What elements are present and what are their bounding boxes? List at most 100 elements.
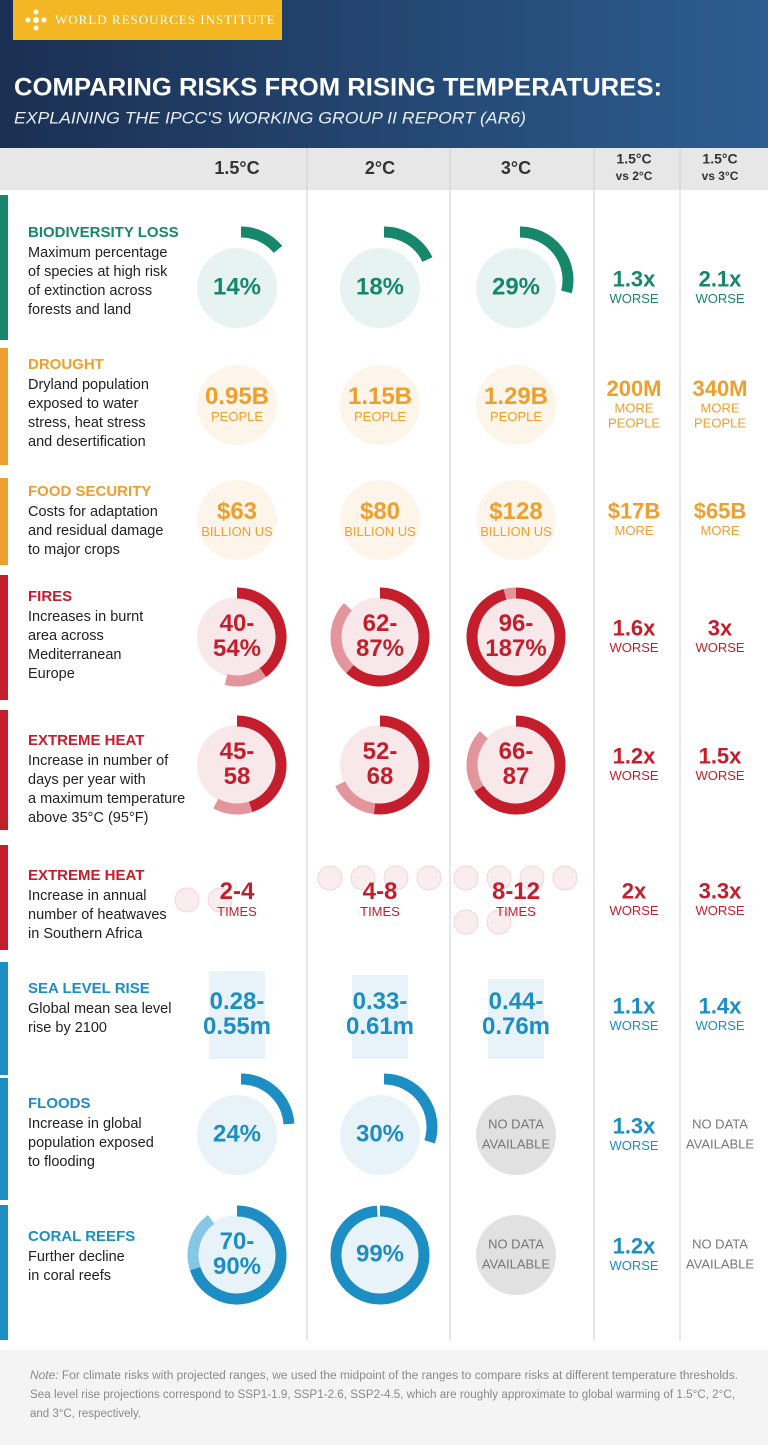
cell-unit: WORSE: [695, 768, 744, 783]
cell-unit: TIMES: [360, 904, 400, 919]
note-line: Note: For climate risks with projected r…: [30, 1370, 738, 1382]
cell-unit: PEOPLE: [354, 409, 406, 424]
column-header: 2°C: [365, 158, 395, 178]
sun-icon: [350, 865, 376, 891]
cell-value: 90%: [213, 1253, 261, 1280]
cell-unit: BILLION US: [201, 524, 273, 539]
cell-value: 2x: [622, 878, 647, 903]
category-description: Mediterranean: [28, 647, 122, 663]
cell-value: 4-8: [363, 878, 398, 905]
category-description: Increase in global: [28, 1116, 142, 1132]
ring-arc-range: [330, 603, 354, 674]
icon-disc: [340, 480, 420, 560]
cell-unit: MORE: [615, 523, 654, 538]
category-description: Increase in number of: [28, 753, 169, 769]
cell-value: 62-: [363, 610, 398, 637]
cell-value: 1.15B: [348, 383, 412, 410]
note-label: Note:: [30, 1370, 59, 1382]
category-bar: [0, 1205, 8, 1340]
cell-value: 66-: [499, 738, 534, 765]
category-bar: [0, 575, 8, 700]
cell-value: 96-: [499, 610, 534, 637]
cell-value: 1.2x: [613, 743, 657, 768]
category-description: of extinction across: [28, 283, 152, 299]
category-description: Increase in annual: [28, 888, 147, 904]
water-icon: [488, 979, 544, 1059]
ring-arc-range: [503, 587, 517, 600]
no-data: NO DATA: [488, 1116, 544, 1131]
cell-value: $128: [489, 498, 542, 525]
cell-unit: WORSE: [695, 903, 744, 918]
ring-arc-range: [213, 798, 253, 815]
category-label: FLOODS: [28, 1095, 91, 1112]
cell-value: 52-: [363, 738, 398, 765]
title: COMPARING RISKS FROM RISING TEMPERATURES…: [14, 74, 662, 102]
ring-arc: [189, 1205, 287, 1305]
icon-disc: [476, 725, 556, 805]
sun-icon: [174, 887, 200, 913]
category-description: of species at high risk: [28, 264, 168, 280]
cell-value: $65B: [694, 498, 747, 523]
cell-value: 0.95B: [205, 383, 269, 410]
cell-value: 30%: [356, 1120, 404, 1147]
icon-disc: [197, 725, 277, 805]
ring-arc: [236, 587, 287, 678]
cell-value: 3.3x: [699, 878, 743, 903]
icon-disc: [197, 480, 277, 560]
icon-disc: [340, 597, 420, 677]
cell-value: 0.76m: [482, 1013, 550, 1040]
sun-icon: [383, 865, 409, 891]
category-label: SEA LEVEL RISE: [28, 980, 150, 997]
cell-value: 99%: [356, 1240, 404, 1267]
ring-arc: [240, 1073, 295, 1125]
note-line: and 3°C, respectively.: [30, 1408, 141, 1420]
no-data: NO DATA: [488, 1236, 544, 1251]
no-data: NO DATA: [692, 1116, 748, 1131]
ring-arc: [346, 587, 430, 687]
sun-icon: [453, 909, 479, 935]
cell-value: 2.1x: [699, 266, 743, 291]
column-header: 1.5°C: [214, 158, 259, 178]
category-bar: [0, 845, 8, 950]
category-description: Costs for adaptation: [28, 504, 158, 520]
category-bar: [0, 348, 8, 465]
category-description: in coral reefs: [28, 1268, 111, 1284]
water-icon: [209, 971, 265, 1059]
cell-value: 1.5x: [699, 743, 743, 768]
cell-value: $63: [217, 498, 257, 525]
category-description: Increases in burnt: [28, 609, 143, 625]
cell-value: 40-: [220, 610, 255, 637]
cell-unit: MORE: [615, 400, 654, 415]
ring-arc: [383, 226, 433, 263]
sun-icon: [519, 865, 545, 891]
category-label: FIRES: [28, 588, 72, 605]
icon-disc: [476, 597, 556, 677]
ring-arc: [383, 1073, 438, 1144]
cell-unit: WORSE: [609, 1018, 658, 1033]
cell-value: 340M: [692, 376, 747, 401]
cell-value: 187%: [485, 635, 546, 662]
icon-disc: [197, 248, 277, 328]
ring-arc: [466, 587, 566, 687]
brand-name: WORLD RESOURCES INSTITUTE: [55, 12, 276, 27]
sun-icon: [486, 909, 512, 935]
cell-unit: WORSE: [609, 1258, 658, 1273]
icon-disc: [197, 1095, 277, 1175]
icon-disc: [476, 365, 556, 445]
category-description: Further decline: [28, 1249, 125, 1265]
cell-value: 0.44-: [489, 988, 544, 1015]
cell-value: 70-: [220, 1228, 255, 1255]
cell-unit: PEOPLE: [608, 415, 660, 430]
cell-value: 200M: [606, 376, 661, 401]
cell-unit: WORSE: [695, 1018, 744, 1033]
category-description: to major crops: [28, 542, 120, 558]
category-description: a maximum temperature: [28, 791, 185, 807]
cell-value: 45-: [220, 738, 255, 765]
ring-arc: [519, 226, 574, 294]
icon-disc: [197, 597, 277, 677]
cell-unit: WORSE: [695, 640, 744, 655]
no-data: AVAILABLE: [686, 1256, 754, 1271]
no-data: AVAILABLE: [482, 1136, 550, 1151]
category-description: population exposed: [28, 1135, 154, 1151]
sun-icon: [317, 865, 343, 891]
